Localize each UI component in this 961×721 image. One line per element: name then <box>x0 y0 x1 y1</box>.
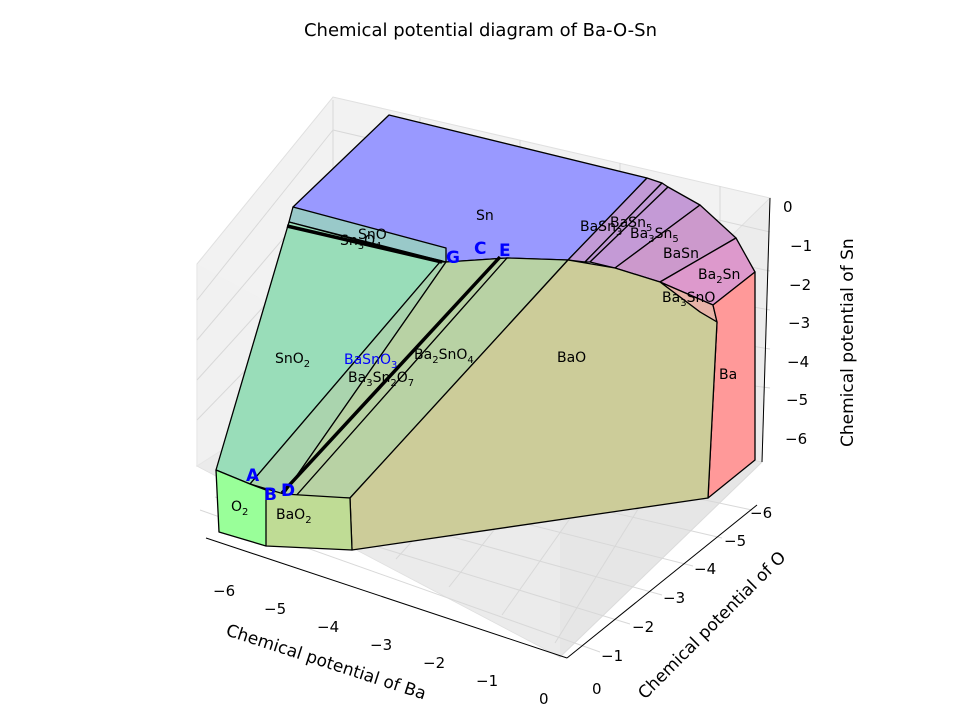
label-BaSn5: BaSn5 <box>610 215 652 234</box>
x-tick: −3 <box>370 636 392 654</box>
label-SnO2: SnO2 <box>275 351 310 370</box>
z-tick: −6 <box>785 430 807 448</box>
y-tick: 0 <box>592 680 602 698</box>
label-Ba3Sn5: Ba3Sn5 <box>630 226 679 245</box>
region-O2 <box>215 469 267 547</box>
point-G: G <box>446 248 460 268</box>
label-Sn3O4: Sn3O4 <box>340 233 382 252</box>
x-tick: −4 <box>317 618 339 636</box>
label-Ba: Ba <box>719 367 737 383</box>
BaSnO3-line <box>280 255 502 495</box>
y-tick: −1 <box>601 647 623 665</box>
y-tick: −6 <box>750 504 772 522</box>
z-tick: −3 <box>788 314 810 332</box>
label-BaSn3: BaSn3 <box>580 219 622 238</box>
label-Ba2Sn: Ba2Sn <box>698 267 740 286</box>
point-labels: A B C D E G <box>246 239 511 505</box>
region-Ba <box>707 271 756 499</box>
label-Sn: Sn <box>476 208 494 224</box>
point-A: A <box>246 466 260 486</box>
label-BaSnO3: BaSnO3 <box>344 352 397 371</box>
point-D: D <box>281 481 295 501</box>
z-axis: 0 −1 −2 −3 −4 −5 −6 Chemical potential o… <box>761 197 858 463</box>
y-tick: −4 <box>694 560 716 578</box>
region-SnO <box>288 206 447 263</box>
z-tick: 0 <box>783 198 793 216</box>
point-B: B <box>264 485 277 505</box>
x-tick: −1 <box>476 672 498 690</box>
x-tick: 0 <box>539 690 549 708</box>
point-C: C <box>474 239 486 259</box>
region-labels: Sn SnO Sn3O4 SnO2 BaSnO3 Ba2SnO4 Ba3Sn2O… <box>231 208 740 526</box>
label-BaO2: BaO2 <box>276 507 312 526</box>
phase-regions <box>215 114 756 551</box>
Sn3O4-line <box>286 224 443 264</box>
y-tick: −3 <box>663 589 685 607</box>
label-SnO: SnO <box>358 227 387 243</box>
label-Ba3SnO: Ba3SnO <box>662 290 715 309</box>
label-Ba3Sn2O7: Ba3Sn2O7 <box>348 370 414 389</box>
z-tick: −2 <box>789 276 811 294</box>
label-BaSn: BaSn <box>663 246 699 262</box>
z-tick: −4 <box>787 353 809 371</box>
x-tick: −6 <box>213 582 235 600</box>
z-tick: −1 <box>790 237 812 255</box>
chart-title: Chemical potential diagram of Ba-O-Sn <box>303 20 658 41</box>
z-tick: −5 <box>786 391 808 409</box>
z-axis-label: Chemical potential of Sn <box>838 238 858 447</box>
x-tick: −5 <box>264 600 286 618</box>
x-tick: −2 <box>423 654 445 672</box>
label-BaO: BaO <box>557 350 586 366</box>
y-tick: −5 <box>724 532 746 550</box>
y-tick: −2 <box>632 618 654 636</box>
label-Ba2SnO4: Ba2SnO4 <box>414 347 474 366</box>
point-E: E <box>499 241 511 261</box>
